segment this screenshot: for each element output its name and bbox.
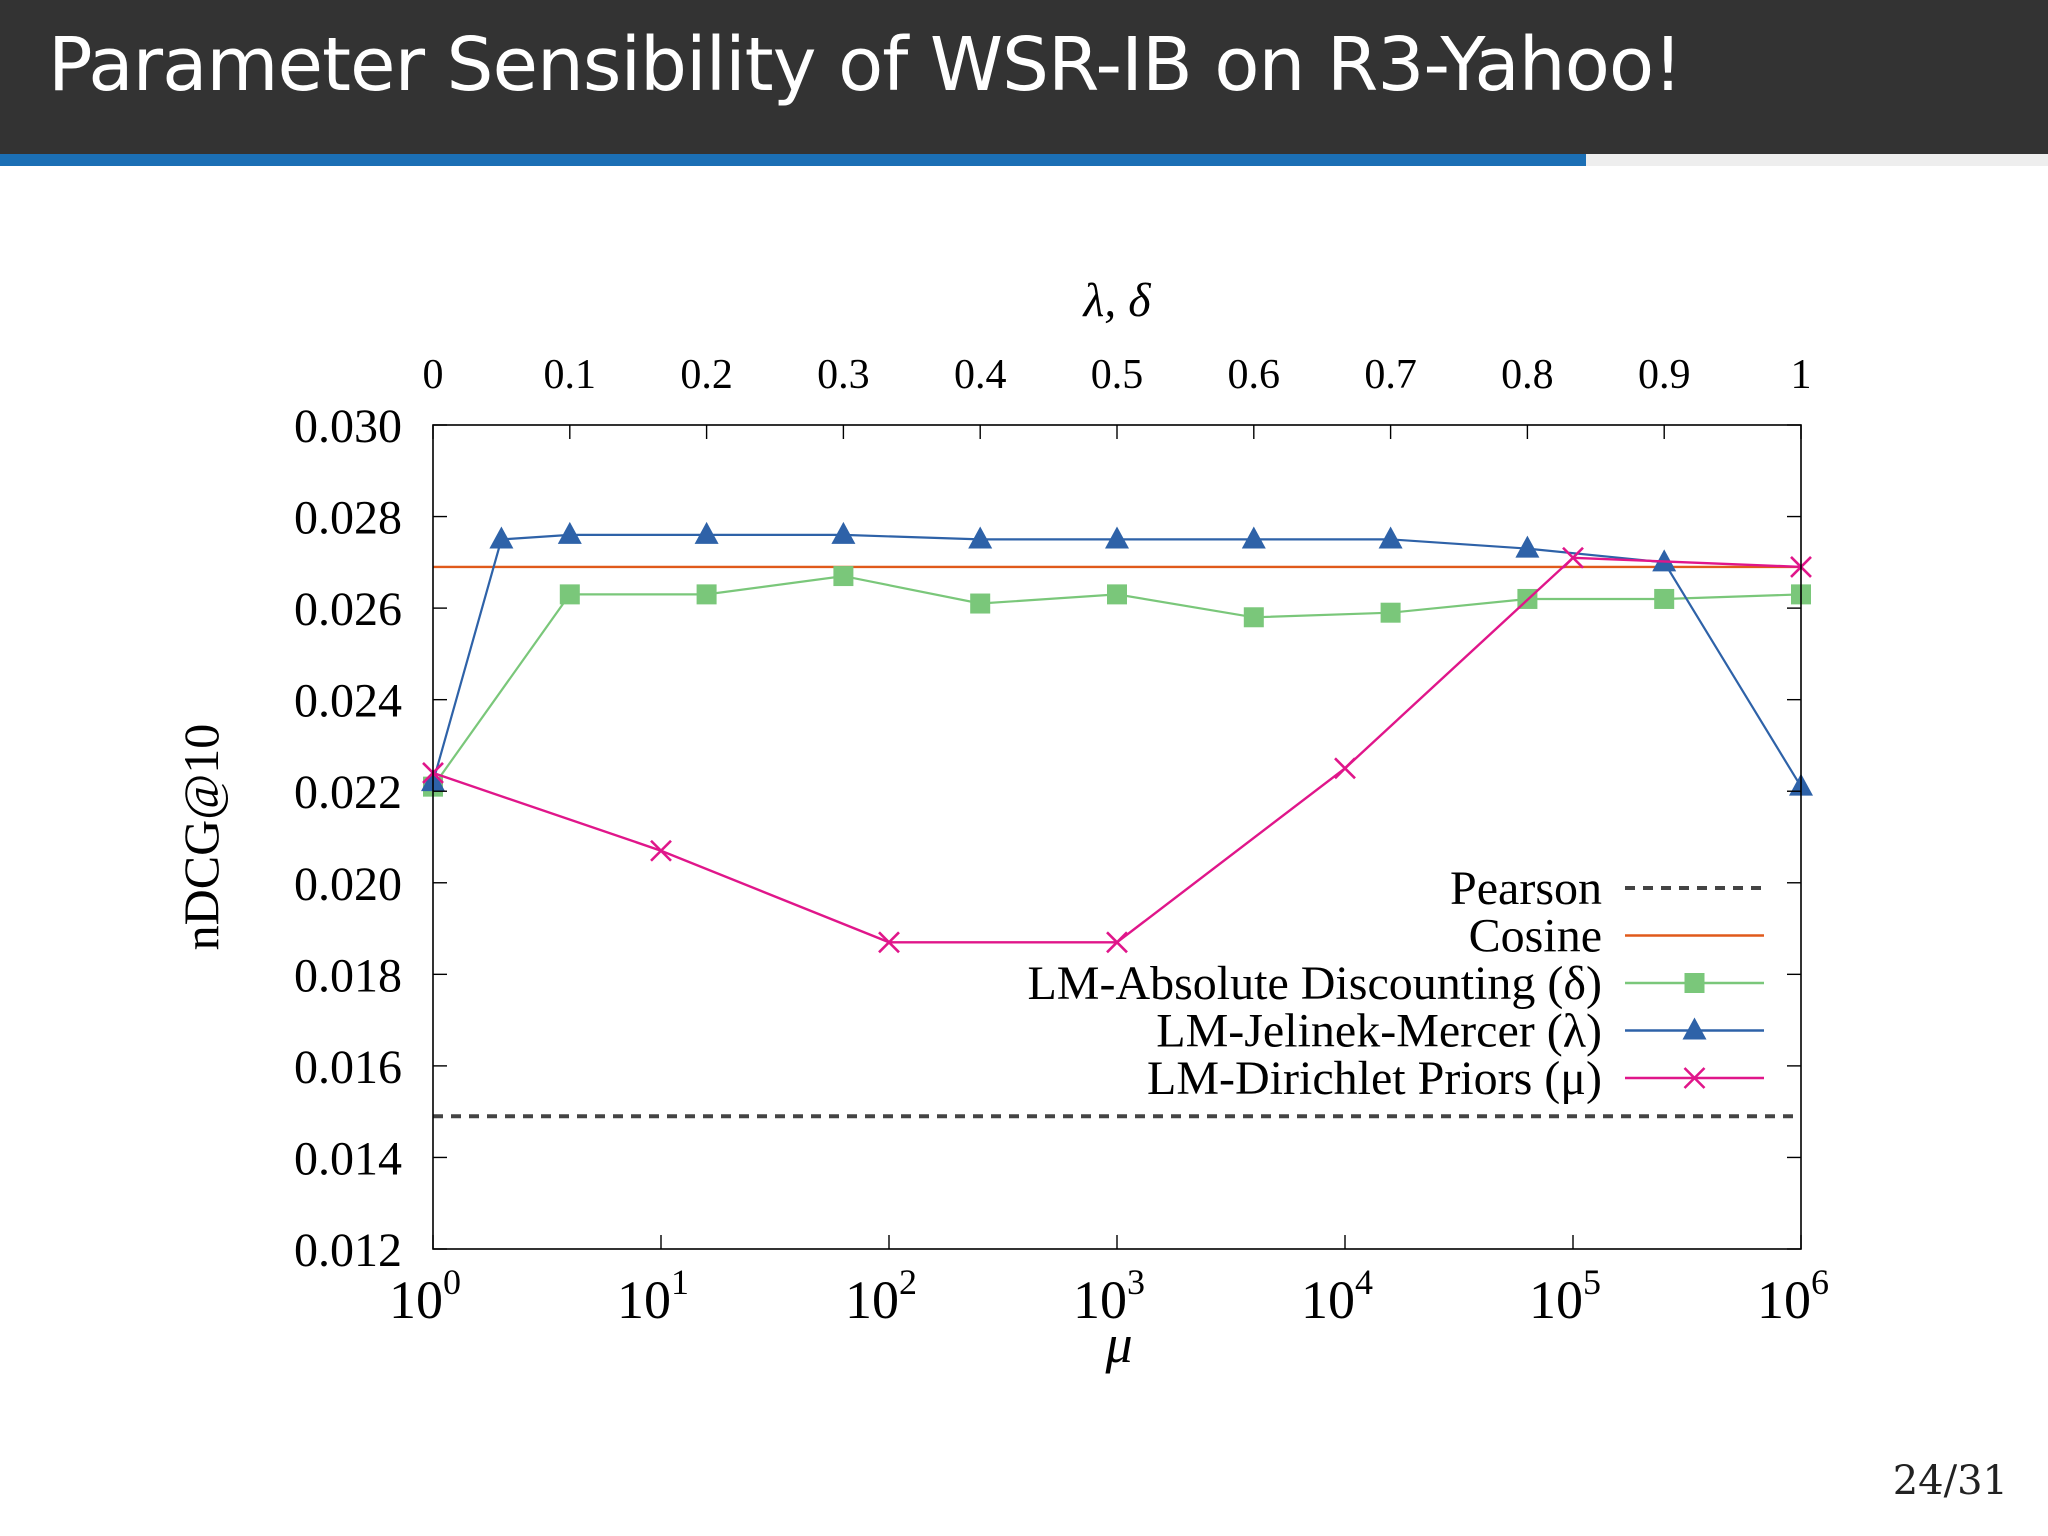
- x-bottom-tick-label: 105: [1529, 1262, 1601, 1330]
- data-point: [1106, 931, 1128, 954]
- x-top-axis-label: λ, δ: [1081, 274, 1151, 327]
- data-point: [878, 931, 900, 954]
- legend-label: LM-Dirichlet Priors (μ): [1147, 1052, 1602, 1105]
- page-number: 24/31: [1892, 1458, 2008, 1504]
- y-tick-label: 0.028: [294, 492, 402, 545]
- legend-marker: [1682, 1017, 1707, 1040]
- data-point: [1243, 607, 1264, 628]
- y-tick-label: 0.022: [294, 766, 402, 819]
- data-point: [696, 584, 717, 605]
- legend-marker: [1683, 1067, 1706, 1089]
- x-bottom-axis-label: μ: [1104, 1314, 1132, 1374]
- data-point: [1378, 526, 1403, 549]
- x-bottom-tick-label: 101: [617, 1262, 689, 1330]
- x-top-tick-label: 0.3: [817, 352, 870, 398]
- title-bar: Parameter Sensibility of WSR-IB on R3-Ya…: [0, 0, 2048, 154]
- x-bottom-tick-label: 103: [1073, 1262, 1145, 1330]
- x-top-tick-label: 0.9: [1638, 352, 1691, 398]
- x-bottom-tick-label: 106: [1757, 1262, 1829, 1330]
- data-point: [1107, 584, 1127, 605]
- x-top-tick-label: 1: [1791, 352, 1812, 398]
- legend-label: Pearson: [1450, 862, 1602, 915]
- data-point: [1334, 757, 1356, 780]
- y-tick-label: 0.018: [294, 949, 402, 1002]
- y-tick-label: 0.030: [294, 400, 402, 453]
- data-point: [694, 521, 719, 544]
- legend-label: LM-Absolute Discounting (δ): [1027, 957, 1602, 1010]
- series-2: [423, 566, 1811, 797]
- y-tick-label: 0.020: [294, 858, 402, 911]
- legend-label: Cosine: [1469, 910, 1602, 963]
- series-line: [432, 574, 1802, 788]
- progress-fill: [0, 154, 1586, 166]
- data-point: [831, 521, 856, 544]
- data-point: [1515, 535, 1540, 558]
- x-top-tick-label: 0.1: [544, 352, 597, 398]
- data-point: [970, 593, 991, 614]
- data-point: [1105, 526, 1129, 549]
- data-point: [1654, 588, 1675, 609]
- data-point: [559, 584, 580, 605]
- x-top-tick-label: 0.7: [1364, 352, 1417, 398]
- data-point: [489, 526, 514, 549]
- data-point: [1241, 526, 1266, 549]
- y-tick-label: 0.016: [294, 1041, 402, 1094]
- x-top-tick-label: 0.6: [1228, 352, 1281, 398]
- y-tick-label: 0.012: [294, 1224, 402, 1277]
- x-top-tick-label: 0.8: [1501, 352, 1554, 398]
- x-bottom-tick-label: 104: [1301, 1262, 1373, 1330]
- data-point: [557, 521, 582, 544]
- y-tick-label: 0.014: [294, 1132, 402, 1185]
- data-point: [968, 526, 993, 549]
- x-top-tick-label: 0.2: [680, 352, 733, 398]
- slide-title: Parameter Sensibility of WSR-IB on R3-Ya…: [48, 22, 1683, 108]
- legend-label: LM-Jelinek-Mercer (λ): [1156, 1005, 1602, 1058]
- y-axis-label: nDCG@10: [173, 724, 229, 951]
- data-point: [1380, 602, 1401, 623]
- legend-marker: [1684, 973, 1705, 993]
- data-point: [833, 566, 854, 587]
- x-bottom-tick-label: 100: [389, 1262, 461, 1330]
- data-point: [650, 839, 672, 862]
- y-tick-label: 0.026: [294, 583, 402, 636]
- x-top-tick-label: 0: [423, 352, 444, 398]
- series-3: [421, 521, 1813, 796]
- plot-frame: [432, 424, 1802, 1250]
- x-top-tick-label: 0.5: [1091, 352, 1144, 398]
- x-bottom-tick-label: 102: [845, 1262, 917, 1330]
- series-line: [431, 533, 1802, 788]
- data-point: [1562, 546, 1584, 569]
- series-4: [422, 546, 1812, 954]
- line-chart: 0.030 0.028 0.026 0.024 0.022 0.020 0.018 0.016…: [173, 274, 1829, 1374]
- x-top-tick-label: 0.4: [954, 352, 1007, 398]
- progress-bar: [0, 154, 2048, 166]
- y-tick-label: 0.024: [294, 675, 402, 728]
